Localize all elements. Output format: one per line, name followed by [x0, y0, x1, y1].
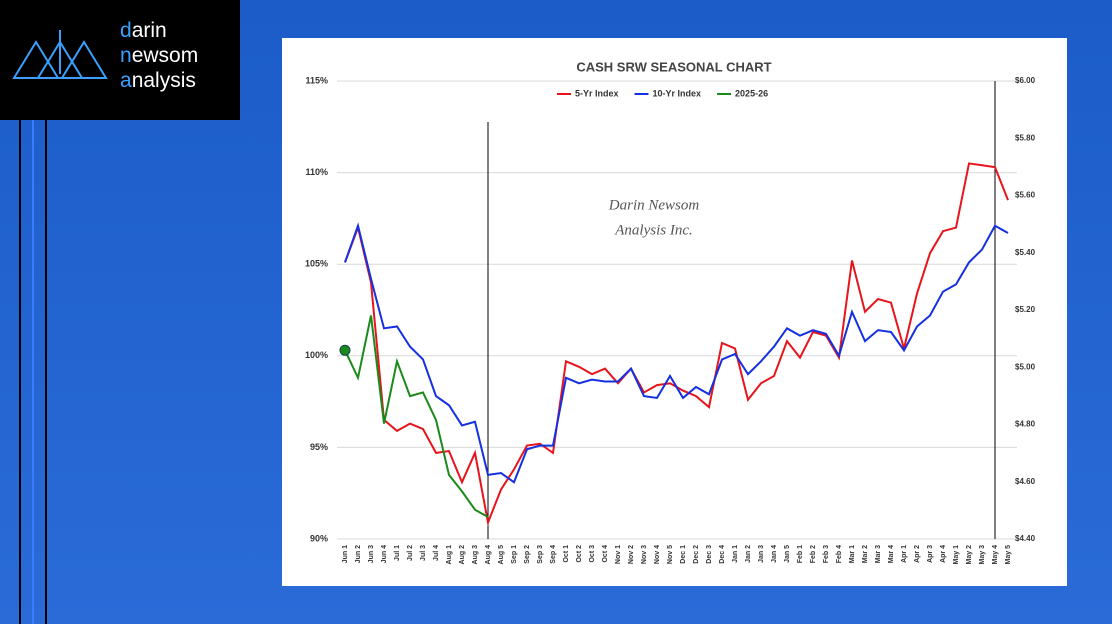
x-tick-label: Mar 1	[849, 545, 856, 563]
x-tick-label: Jun 2	[355, 545, 362, 563]
y-tick-label: 115%	[305, 75, 328, 85]
x-tick-label: Feb 2	[810, 545, 817, 563]
y-tick-label: 90%	[310, 533, 328, 543]
x-tick-label: Sep 3	[537, 545, 544, 564]
logo: darin newsom analysis	[0, 0, 240, 120]
x-tick-label: May 1	[953, 545, 960, 565]
y-tick-label: 105%	[305, 259, 328, 269]
x-tick-label: Jan 1	[732, 545, 739, 563]
x-tick-label: Nov 3	[641, 545, 648, 564]
x-tick-label: Dec 3	[706, 545, 713, 564]
x-tick-label: Feb 1	[797, 545, 804, 563]
watermark: Analysis Inc.	[614, 222, 692, 238]
x-tick-label: Nov 2	[628, 545, 635, 564]
x-tick-label: Dec 4	[719, 545, 726, 564]
logo-line: newsom	[120, 44, 199, 67]
x-tick-label: Apr 4	[940, 545, 947, 563]
x-tick-label: Oct 4	[602, 545, 609, 563]
x-tick-label: Apr 1	[901, 545, 908, 563]
logo-line: analysis	[120, 69, 196, 92]
x-tick-label: Oct 2	[576, 545, 583, 563]
deco-line	[19, 120, 21, 624]
x-tick-label: Jul 2	[407, 545, 414, 561]
x-tick-label: Jul 4	[433, 545, 440, 561]
x-tick-label: Jul 3	[420, 545, 427, 561]
chart: CASH SRW SEASONAL CHART Darin Newsom Ana…	[305, 59, 1036, 565]
x-tick-label: Jan 5	[784, 545, 791, 563]
x-tick-label: Sep 2	[524, 545, 531, 564]
x-tick-label: Nov 5	[667, 545, 674, 564]
x-tick-label: Mar 2	[862, 545, 869, 563]
y2-tick-label: $5.00	[1015, 362, 1036, 371]
y2-tick-label: $5.40	[1015, 248, 1036, 257]
y2-tick-label: $5.80	[1015, 133, 1036, 142]
legend-label: 10-Yr Index	[653, 88, 702, 98]
x-tick-label: Aug 3	[472, 545, 479, 565]
x-tick-label: Apr 2	[914, 545, 921, 563]
y2-tick-label: $5.20	[1015, 305, 1036, 314]
y2-tick-label: $4.60	[1015, 477, 1036, 486]
y-tick-label: 100%	[305, 350, 328, 360]
x-tick-label: Jan 4	[771, 545, 778, 563]
x-tick-label: Jan 2	[745, 545, 752, 563]
x-tick-label: Mar 3	[875, 545, 882, 563]
legend-label: 5-Yr Index	[575, 88, 619, 98]
legend-label: 2025-26	[735, 88, 768, 98]
x-tick-label: Dec 1	[680, 545, 687, 564]
x-tick-label: Oct 1	[563, 545, 570, 563]
y-tick-label: 95%	[310, 442, 328, 452]
x-tick-label: Oct 3	[589, 545, 596, 563]
y2-tick-label: $6.00	[1015, 76, 1036, 85]
x-tick-label: Sep 4	[550, 545, 557, 564]
x-tick-label: Aug 5	[498, 545, 505, 565]
x-tick-label: Feb 4	[836, 545, 843, 563]
y-tick-label: 110%	[305, 167, 328, 177]
x-tick-label: Aug 4	[485, 545, 492, 565]
x-tick-label: Jan 3	[758, 545, 765, 563]
x-tick-label: Aug 1	[446, 545, 453, 565]
x-tick-label: Jun 4	[381, 545, 388, 563]
chart-title: CASH SRW SEASONAL CHART	[576, 59, 771, 74]
y2-tick-label: $4.40	[1015, 534, 1036, 543]
x-tick-label: Dec 2	[693, 545, 700, 564]
x-tick-label: Mar 4	[888, 545, 895, 563]
x-tick-label: Apr 3	[927, 545, 934, 563]
y2-tick-label: $4.80	[1015, 420, 1036, 429]
x-tick-label: Aug 2	[459, 545, 466, 565]
deco-line	[32, 120, 34, 624]
x-tick-label: Feb 3	[823, 545, 830, 563]
logo-line: darin	[120, 19, 167, 42]
watermark: Darin Newsom	[608, 197, 700, 213]
start-dot	[339, 344, 351, 356]
logo-mark	[12, 30, 108, 79]
x-tick-label: Jun 1	[342, 545, 349, 563]
logo-text: darin newsom analysis	[120, 18, 198, 93]
x-tick-label: Nov 4	[654, 545, 661, 564]
x-tick-label: Jul 1	[394, 545, 401, 561]
x-tick-label: May 4	[992, 545, 999, 565]
deco-line	[45, 120, 47, 624]
x-tick-label: May 5	[1005, 545, 1012, 565]
x-tick-label: Jun 3	[368, 545, 375, 563]
x-tick-label: Sep 1	[511, 545, 518, 564]
x-tick-label: May 2	[966, 545, 973, 565]
chart-panel: CASH SRW SEASONAL CHART Darin Newsom Ana…	[282, 38, 1067, 586]
line-series	[344, 315, 489, 518]
x-tick-label: May 3	[979, 545, 986, 565]
x-tick-label: Nov 1	[615, 545, 622, 564]
y2-tick-label: $5.60	[1015, 191, 1036, 200]
line-series	[344, 222, 1009, 484]
